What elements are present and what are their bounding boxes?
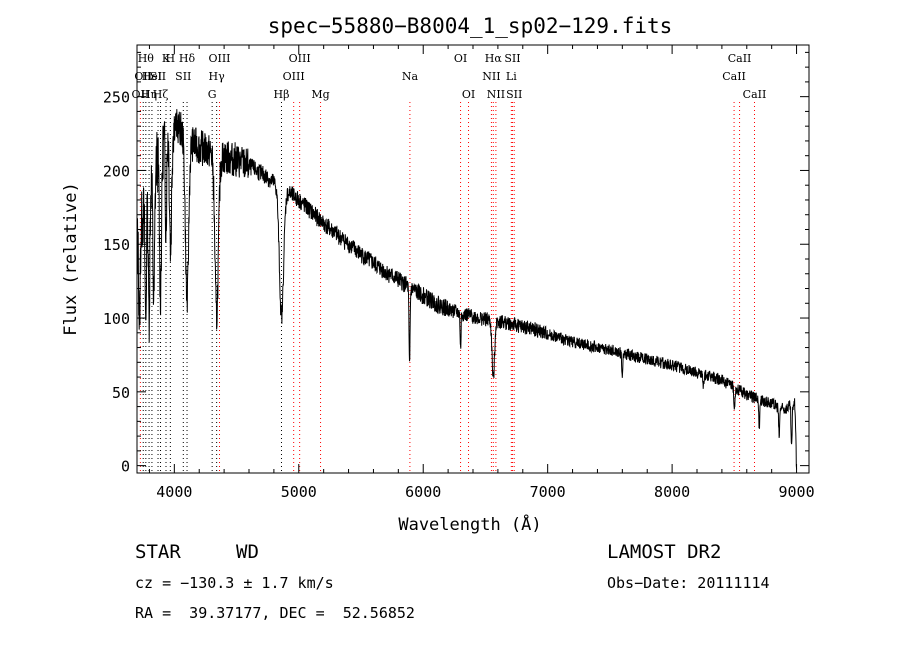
object-subclass: WD — [236, 541, 259, 563]
marker-label-23: NII — [487, 88, 505, 101]
marker-label-24: Li — [506, 70, 517, 83]
marker-label-22: Hα — [485, 52, 503, 65]
marker-label-17: Mg — [311, 88, 329, 101]
marker-label-9: SII — [175, 70, 191, 83]
marker-label-20: OI — [462, 88, 475, 101]
plot-frame — [136, 44, 810, 474]
x-tick-label-3: 7000 — [530, 483, 566, 501]
observation-date: Obs−Date: 20111114 — [607, 574, 770, 592]
y-axis-label: Flux (relative) — [61, 182, 81, 336]
y-tick-label-4: 200 — [103, 162, 130, 180]
marker-label-27: CaII — [722, 70, 746, 83]
x-axis-label: Wavelength (Å) — [398, 513, 541, 535]
marker-label-8: H — [166, 52, 176, 65]
marker-label-12: Hγ — [209, 70, 226, 83]
survey-name: LAMOST DR2 — [607, 541, 722, 563]
marker-label-7: K — [162, 52, 171, 65]
marker-label-19: OI — [454, 52, 467, 65]
marker-label-1: OII — [134, 70, 152, 83]
marker-label-14: Hβ — [274, 88, 290, 101]
x-tick-label-4: 8000 — [654, 483, 690, 501]
x-tick-label-5: 9000 — [778, 483, 814, 501]
object-class: STAR — [135, 541, 181, 563]
y-tick-label-1: 50 — [112, 384, 130, 402]
chart-title: spec−55880−B8004_1_sp02−129.fits — [268, 14, 673, 38]
y-tick-label-3: 150 — [103, 236, 130, 254]
marker-label-26: SII — [506, 88, 522, 101]
marker-label-15: OIII — [283, 70, 305, 83]
y-tick-label-0: 0 — [121, 458, 130, 476]
marker-label-3: Hη — [141, 88, 157, 101]
marker-label-18: Na — [402, 70, 419, 83]
spectrum-line — [136, 109, 798, 470]
coordinates: RA = 39.37177, DEC = 52.56852 — [135, 604, 415, 622]
marker-label-4: HeI — [142, 70, 162, 83]
x-tick-label-1: 5000 — [281, 483, 317, 501]
marker-label-25: SII — [504, 52, 520, 65]
axes: 4000 5000 6000 7000 8000 9000 0 50 100 150 200 250 — [103, 45, 815, 501]
x-tick-label-0: 4000 — [156, 483, 192, 501]
marker-label-21: NII — [482, 70, 500, 83]
marker-label-11: G — [208, 88, 217, 101]
marker-label-0: OII — [132, 88, 150, 101]
y-tick-label-5: 250 — [103, 89, 130, 107]
marker-label-10: Hδ — [179, 52, 196, 65]
marker-label-2: Hθ — [138, 52, 155, 65]
x-tick-label-2: 6000 — [405, 483, 441, 501]
marker-label-6: Hζ — [153, 88, 169, 101]
marker-label-13: OIII — [208, 52, 230, 65]
marker-label-28: CaII — [728, 52, 752, 65]
marker-label-29: CaII — [743, 88, 767, 101]
y-tick-label-2: 100 — [103, 310, 130, 328]
line-markers: OIIOIIHθHηHeISIIHζKHSIIHδGHγOIIIHβOIIIOI… — [132, 52, 767, 473]
redshift-value: cz = −130.3 ± 1.7 km/s — [135, 574, 334, 592]
marker-label-16: OIII — [289, 52, 311, 65]
marker-label-5: SII — [150, 70, 166, 83]
